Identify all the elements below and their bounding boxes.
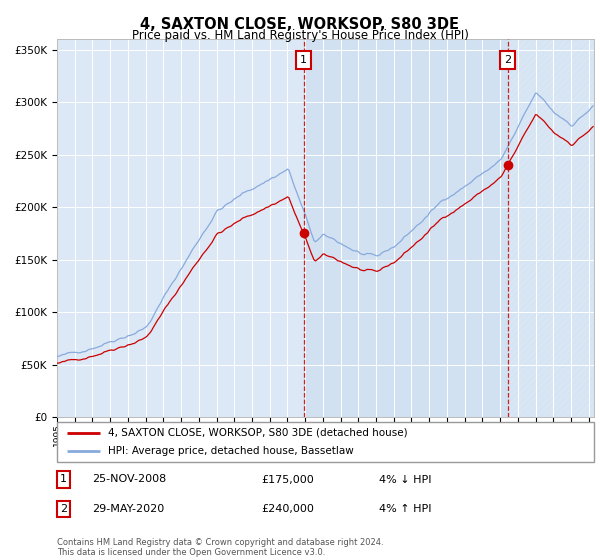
Text: 1: 1 — [300, 55, 307, 65]
Text: £175,000: £175,000 — [261, 474, 314, 484]
Text: £240,000: £240,000 — [261, 504, 314, 514]
Text: 2: 2 — [60, 504, 67, 514]
Text: Price paid vs. HM Land Registry's House Price Index (HPI): Price paid vs. HM Land Registry's House … — [131, 29, 469, 42]
Text: 4, SAXTON CLOSE, WORKSOP, S80 3DE: 4, SAXTON CLOSE, WORKSOP, S80 3DE — [140, 17, 460, 32]
Text: 4% ↑ HPI: 4% ↑ HPI — [379, 504, 432, 514]
Text: 25-NOV-2008: 25-NOV-2008 — [92, 474, 166, 484]
Text: 4, SAXTON CLOSE, WORKSOP, S80 3DE (detached house): 4, SAXTON CLOSE, WORKSOP, S80 3DE (detac… — [108, 428, 407, 437]
Text: 2: 2 — [504, 55, 511, 65]
Text: HPI: Average price, detached house, Bassetlaw: HPI: Average price, detached house, Bass… — [108, 446, 354, 456]
Bar — [304, 39, 594, 417]
Text: 29-MAY-2020: 29-MAY-2020 — [92, 504, 164, 514]
Text: Contains HM Land Registry data © Crown copyright and database right 2024.
This d: Contains HM Land Registry data © Crown c… — [57, 538, 383, 557]
Bar — [508, 39, 594, 417]
Text: 4% ↓ HPI: 4% ↓ HPI — [379, 474, 432, 484]
Text: 1: 1 — [60, 474, 67, 484]
